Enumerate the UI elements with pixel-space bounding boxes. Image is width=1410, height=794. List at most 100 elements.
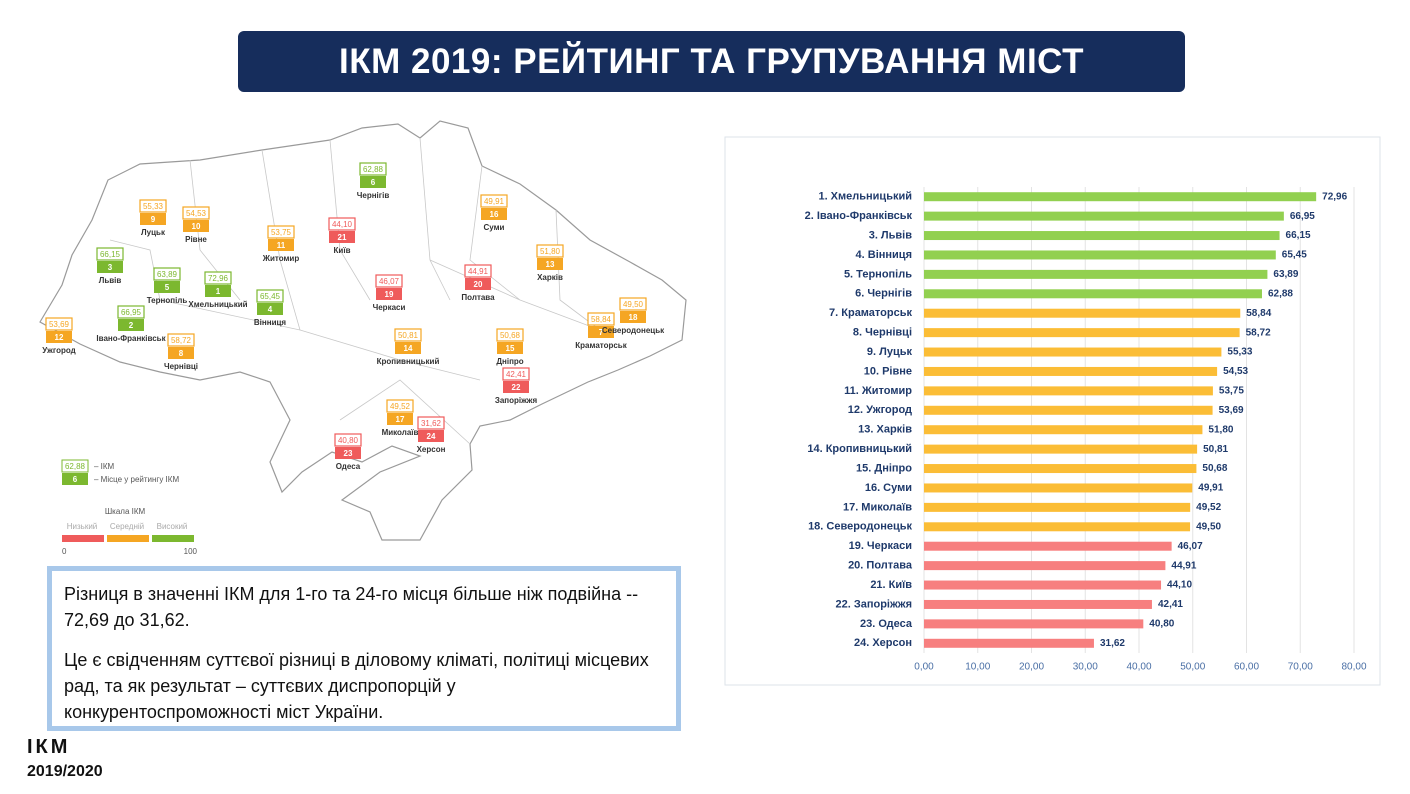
city-rank-box — [537, 258, 563, 270]
y-tick-label: 17. Миколаїв — [843, 501, 912, 513]
value-label: 72,96 — [1322, 191, 1347, 202]
legend-scale-label: Низький — [67, 522, 98, 531]
city-value-box — [394, 328, 422, 342]
legend-scale-bar — [107, 535, 149, 542]
value-label: 42,41 — [1158, 599, 1183, 610]
city-value-box — [359, 162, 387, 176]
city-rank: 2 — [129, 321, 134, 330]
city-rank: 13 — [546, 260, 555, 269]
city-name: Луцьк — [141, 228, 166, 237]
city-rank-box — [183, 220, 209, 232]
bar — [924, 541, 1172, 551]
bar — [924, 211, 1284, 221]
city-value-box — [139, 199, 167, 213]
city-rank: 19 — [385, 290, 394, 299]
bar — [924, 192, 1317, 202]
bar — [924, 405, 1213, 415]
city-rank: 20 — [474, 280, 483, 289]
city-value-box — [256, 289, 284, 303]
city-name: Рівне — [185, 235, 207, 244]
city-rank-box — [465, 278, 491, 290]
value-label: 58,84 — [1246, 308, 1271, 319]
bar — [924, 464, 1197, 474]
value-label: 53,69 — [1219, 405, 1244, 416]
bar — [924, 347, 1222, 357]
city-rank-box — [329, 231, 355, 243]
y-tick-label: 10. Рівне — [864, 365, 912, 377]
city-rank: 21 — [338, 233, 347, 242]
map-region-borders — [109, 137, 601, 445]
y-tick-label: 9. Луцьк — [867, 346, 913, 358]
city-rank: 18 — [629, 313, 638, 322]
city-value-box — [167, 333, 195, 347]
city-name: Львів — [99, 276, 122, 285]
bar — [924, 328, 1240, 338]
legend-value-sample: 62,88 — [65, 462, 86, 471]
city-rank-box — [46, 331, 72, 343]
city-name: Чернігів — [357, 191, 390, 200]
bar — [924, 522, 1191, 532]
y-tick-label: 6. Чернігів — [855, 288, 912, 300]
value-label: 49,91 — [1198, 483, 1223, 494]
y-tick-label: 21. Київ — [870, 579, 912, 591]
city-value: 66,95 — [121, 308, 142, 317]
bar — [924, 561, 1166, 571]
legend-scale-title: Шкала ІКМ — [105, 507, 146, 516]
legend-scale-bar — [62, 535, 104, 542]
y-tick-label: 5. Тернопіль — [844, 268, 912, 280]
city-value: 46,07 — [379, 277, 400, 286]
x-tick-label: 50,00 — [1180, 662, 1205, 673]
city-value-box — [267, 225, 295, 239]
y-tick-label: 22. Запоріжжя — [835, 598, 912, 610]
value-label: 40,80 — [1149, 619, 1174, 630]
city-value: 72,96 — [208, 274, 229, 283]
bar — [924, 386, 1213, 396]
city-value-box — [386, 399, 414, 413]
y-tick-label: 2. Івано-Франківськ — [805, 210, 913, 222]
y-tick-label: 12. Ужгород — [848, 404, 912, 416]
city-rank-box — [118, 319, 144, 331]
value-label: 49,52 — [1196, 502, 1221, 513]
city-value: 42,41 — [506, 370, 527, 379]
city-value: 66,15 — [100, 250, 121, 259]
city-rank: 7 — [599, 328, 604, 337]
bar — [924, 619, 1144, 629]
city-value-box — [96, 247, 124, 261]
value-label: 66,95 — [1290, 211, 1315, 222]
legend-rank-sample: 6 — [73, 475, 78, 484]
city-value-box — [496, 328, 524, 342]
city-name: Чернівці — [164, 362, 198, 371]
city-rank: 1 — [216, 287, 221, 296]
city-rank: 14 — [404, 344, 413, 353]
city-rank: 17 — [396, 415, 405, 424]
city-rank: 23 — [344, 449, 353, 458]
city-value-box — [502, 367, 530, 381]
city-name: Северодонецьк — [602, 326, 665, 335]
y-tick-label: 13. Харків — [858, 424, 912, 436]
city-rank-box — [97, 261, 123, 273]
city-rank: 4 — [268, 305, 273, 314]
y-tick-label: 14. Кропивницький — [807, 443, 912, 455]
legend-value-text: – ІКМ — [94, 462, 115, 471]
bar — [924, 366, 1218, 376]
city-value: 65,45 — [260, 292, 281, 301]
city-rank: 15 — [506, 344, 515, 353]
bar — [924, 308, 1241, 318]
x-tick-label: 80,00 — [1341, 662, 1366, 673]
value-label: 44,91 — [1171, 560, 1196, 571]
value-label: 58,72 — [1246, 327, 1271, 338]
bar — [924, 483, 1193, 493]
city-value: 50,81 — [398, 331, 419, 340]
bar — [924, 599, 1152, 609]
city-rank-box — [481, 208, 507, 220]
city-value-box — [464, 264, 492, 278]
x-tick-label: 40,00 — [1126, 662, 1151, 673]
city-rank: 11 — [277, 241, 286, 250]
city-name: Івано-Франківськ — [96, 334, 166, 343]
y-tick-label: 7. Краматорськ — [829, 307, 912, 319]
legend-scale-bar — [152, 535, 194, 542]
y-tick-label: 23. Одеса — [860, 618, 913, 630]
city-rank: 22 — [512, 383, 521, 392]
